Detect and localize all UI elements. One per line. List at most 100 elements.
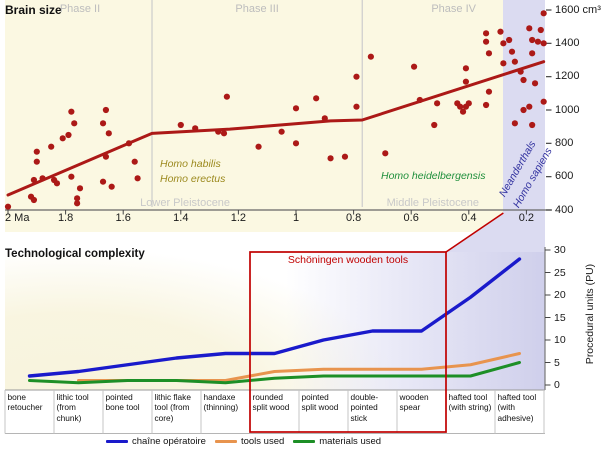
brain-size-point (341, 153, 349, 160)
top-x-tick-label: 0.6 (403, 212, 419, 224)
brain-size-point (431, 121, 438, 129)
brain-size-point (71, 120, 78, 127)
brain-size-point (99, 178, 107, 185)
bottom-y-tick-label: 30 (554, 244, 566, 256)
brain-size-point (177, 121, 184, 129)
brain-size-point (30, 196, 38, 204)
brain-size-point (485, 50, 493, 57)
brain-size-point (457, 103, 464, 110)
brain-size-point (511, 120, 518, 127)
brain-size-point (540, 10, 547, 17)
brain-size-point (105, 130, 112, 137)
top-x-tick-label: 0.4 (461, 212, 477, 224)
brain-size-point (33, 158, 40, 165)
category-label: lithic flake tool (from core) (154, 391, 191, 423)
phase-label: Phase III (235, 3, 279, 15)
legend-label-tools: tools used (240, 436, 285, 447)
brain-size-point (529, 36, 536, 44)
category-label: lithic tool (from chunk) (56, 391, 89, 423)
bottom-y-tick-label: 10 (554, 334, 566, 346)
top-y-tick-label: 1600 cm³ (555, 3, 601, 16)
brain-size-point (59, 135, 66, 142)
brain-size-point (68, 173, 75, 180)
brain-size-point (531, 80, 539, 87)
brain-size-point (526, 25, 533, 32)
legend: chaîne opératoire tools used materials u… (106, 436, 390, 447)
period-label: Lower Pleistocene (140, 197, 231, 209)
procedural-units-axis-label: Procedural units (PU) (584, 263, 596, 365)
brain-size-point (131, 158, 138, 165)
brain-size-point (313, 95, 320, 102)
brain-size-point (497, 28, 504, 35)
period-label: Middle Pleistocene (386, 197, 479, 209)
legend-swatch-tools (214, 440, 237, 443)
top-y-tick-label: 800 (555, 136, 574, 149)
legend-swatch-chaine (106, 440, 128, 443)
category-label: hafted tool (with string) (448, 391, 492, 413)
brain-size-point (68, 108, 75, 115)
bottom-y-tick-label: 15 (554, 311, 566, 324)
legend-label-materials: materials used (319, 436, 382, 447)
brain-size-point (482, 30, 490, 37)
top-x-tick-label: 0.2 (518, 212, 535, 224)
top-y-tick-label: 1000 (555, 103, 580, 116)
brain-size-point (529, 121, 536, 129)
brain-size-point (367, 53, 374, 60)
brain-size-point (526, 103, 533, 110)
brain-size-point (520, 106, 527, 114)
brain-size-point (292, 140, 300, 147)
top-x-tick-label: 1.2 (230, 212, 247, 224)
top-x-tick-label: 1.8 (57, 212, 74, 224)
brain-size-point (537, 26, 544, 34)
brain-size-point (74, 200, 81, 207)
schoningen-annotation: Schöningen wooden tools (287, 254, 409, 266)
brain-size-point (500, 60, 507, 67)
brain-size-point (462, 65, 470, 72)
top-x-tick-label: 0.8 (345, 212, 362, 224)
brain-size-point (410, 63, 418, 70)
brain-size-point (53, 180, 61, 187)
brain-size-point (353, 103, 360, 110)
top-x-tick-label: 2 Ma (5, 212, 30, 224)
tech-complexity-title: Technological complexity (5, 248, 145, 260)
brain-size-point (520, 76, 527, 84)
annotation-connector (445, 212, 504, 253)
legend-label-chaine: chaîne opératoire (132, 436, 206, 447)
top-y-tick-label: 600 (555, 170, 574, 183)
brain-size-point (482, 38, 490, 45)
category-label: bone retoucher (7, 391, 43, 413)
category-label: rounded split wood (252, 391, 290, 413)
top-y-tick-label: 1200 (555, 70, 580, 83)
brain-size-title: Brain size (5, 3, 62, 17)
brain-size-point (500, 40, 507, 47)
bottom-y-tick-label: 5 (554, 356, 560, 369)
brain-size-point (353, 73, 360, 80)
brain-size-point (33, 148, 40, 155)
category-label: hafted tool (with adhesive) (497, 391, 537, 423)
brain-size-point (508, 48, 516, 55)
brain-size-point (99, 120, 107, 127)
brain-size-point (382, 150, 389, 157)
species-label: Homo heidelbergensis (381, 170, 486, 182)
brain-size-point (485, 88, 493, 95)
legend-swatch-materials (293, 440, 316, 443)
brain-size-point (48, 143, 55, 150)
top-y-tick-label: 1400 (555, 36, 580, 49)
category-label: wooden spear (399, 391, 429, 413)
top-x-tick-label: 1.6 (115, 212, 131, 224)
phase-label: Phase IV (431, 3, 476, 15)
brain-size-point (540, 40, 547, 47)
top-x-tick-label: 1.4 (173, 212, 189, 224)
brain-size-point (482, 101, 490, 109)
brain-size-point (102, 106, 110, 114)
species-label: Homo erectus (160, 173, 226, 185)
category-label: pointed split wood (301, 391, 339, 413)
brain-size-point (220, 130, 228, 137)
top-y-tick-label: 400 (555, 203, 574, 216)
category-label: pointed bone tool (105, 391, 140, 413)
brain-size-point (511, 58, 518, 65)
brain-size-point (108, 183, 115, 190)
bottom-y-tick-label: 25 (554, 266, 566, 279)
